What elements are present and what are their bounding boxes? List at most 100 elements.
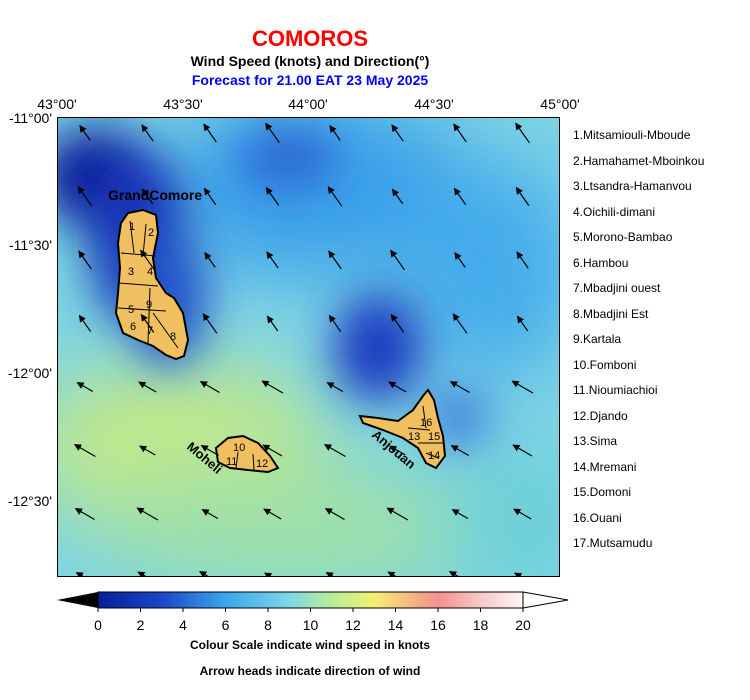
lon-label: 43°00': [37, 96, 77, 112]
wind-arrow: [388, 381, 407, 393]
colorbar-tick-label: 6: [221, 617, 230, 633]
colorbar-tick-label: 16: [430, 617, 446, 633]
wind-arrow: [391, 124, 404, 142]
wind-arrow: [140, 313, 155, 333]
wind-arrow: [449, 380, 470, 394]
wind-arrow: [328, 250, 342, 270]
lon-label: 44°00': [288, 96, 328, 112]
region-legend-item: 4.Oichili-dimani: [573, 204, 656, 219]
region-number: 4: [147, 266, 153, 278]
wind-arrow: [323, 443, 346, 458]
colorbar-tick-label: 10: [302, 617, 319, 633]
wind-arrow: [266, 251, 279, 269]
region-number: 13: [408, 431, 420, 443]
wind-arrow: [391, 188, 404, 205]
colorbar-tick-label: 0: [94, 617, 102, 633]
wind-arrow: [329, 125, 341, 141]
forecast-time: Forecast for 21.00 EAT 23 May 2025: [191, 72, 429, 88]
lat-label: -12°30': [7, 493, 52, 509]
wind-arrow: [325, 571, 334, 576]
region-legend-item: 13.Sima: [573, 434, 618, 448]
wind-field-svg: 1 2 3 4 5 9 6 7 8 10 11 12 13 14 15 16 G…: [58, 118, 559, 576]
region-number: 11: [226, 456, 237, 468]
wind-arrow: [198, 570, 209, 576]
wind-arrow: [136, 507, 159, 521]
wind-arrow: [202, 313, 218, 334]
wind-arrow: [516, 251, 529, 269]
wind-arrow: [262, 444, 283, 457]
wind-arrow: [515, 122, 530, 144]
region-number: 9: [146, 299, 152, 311]
lon-label: 43°30': [163, 96, 203, 112]
colorbar-tick-label: 4: [179, 617, 187, 633]
wind-arrow: [139, 445, 156, 456]
region-number: 7: [147, 325, 153, 337]
colorbar-tick-label: 12: [345, 617, 361, 633]
wind-arrow: [265, 122, 280, 144]
region-number: 1: [129, 221, 135, 233]
wind-arrow: [516, 315, 529, 332]
wind-arrow: [454, 252, 466, 268]
wind-arrow: [324, 507, 345, 521]
wind-arrow: [451, 508, 469, 520]
lat-label: -11°00': [8, 110, 52, 126]
colour-scale-caption: Colour Scale indicate wind speed in knot…: [189, 638, 431, 652]
colorbar-gradient: [97, 591, 524, 609]
wind-arrow: [201, 508, 219, 520]
region-number: 14: [428, 450, 440, 462]
colorbar-tickmarks: [97, 608, 524, 612]
region-legend-item: 15.Domoni: [573, 485, 632, 499]
region-number: 8: [170, 331, 176, 343]
grand-comore-label: GrandComore: [108, 187, 202, 203]
grand-comore-island: [114, 208, 190, 361]
lat-label: -11°30': [8, 237, 52, 253]
region-legend-item: 5.Morono-Bambao: [573, 230, 673, 244]
wind-arrow: [266, 315, 279, 332]
wind-arrow: [513, 508, 532, 520]
wind-arrow: [512, 444, 533, 457]
colorbar-max-triangle: [522, 591, 569, 609]
wind-arrow: [264, 572, 273, 576]
wind-arrow: [328, 314, 342, 333]
colorbar-tick-label: 2: [136, 617, 145, 633]
region-legend-item: 10.Fomboni: [573, 357, 637, 372]
map-subtitle: Wind Speed (knots) and Direction(°): [190, 53, 430, 69]
lon-label: 44°30': [414, 96, 454, 112]
wind-arrow: [511, 380, 534, 394]
wind-arrow: [203, 123, 217, 143]
wind-arrow: [327, 186, 343, 207]
wind-arrow: [390, 313, 405, 333]
wind-arrow: [386, 507, 409, 521]
moheli-island: [214, 434, 280, 474]
wind-arrow: [141, 124, 154, 142]
colorbar-tick-label: 20: [515, 617, 531, 633]
wind-arrow: [204, 252, 216, 268]
region-legend-item: 9.Kartala: [573, 332, 622, 346]
region-legend-item: 14.Mremani: [573, 459, 637, 474]
colorbar-tick-label: 14: [387, 617, 404, 633]
wind-arrow: [78, 250, 92, 270]
region-legend-item: 7.Mbadjini ouest: [573, 281, 661, 295]
region-number: 10: [233, 442, 245, 454]
wind-arrow: [452, 313, 468, 334]
wind-arrow: [261, 380, 284, 394]
anjouan-island: [358, 388, 447, 470]
wind-arrow: [137, 571, 147, 576]
lon-label: 45°00': [540, 96, 580, 112]
wind-arrow: [140, 249, 155, 271]
wind-arrows: [73, 122, 534, 576]
lat-label: -12°00': [7, 365, 52, 381]
region-legend-item: 12.Djando: [573, 408, 628, 423]
wind-arrow: [263, 508, 282, 520]
colorbar-tick-label: 8: [264, 617, 272, 633]
wind-arrow: [73, 443, 96, 458]
wind-arrow: [265, 186, 280, 206]
wind-arrow: [77, 186, 93, 207]
region-number: 3: [128, 266, 134, 278]
arrow-caption: Arrow heads indicate direction of wind: [199, 664, 421, 678]
region-number: 2: [148, 227, 154, 239]
wind-arrow: [514, 572, 523, 576]
region-legend-item: 3.Ltsandra-Hamanvou: [573, 179, 692, 193]
wind-arrow: [453, 187, 467, 206]
wind-arrow: [75, 571, 84, 576]
